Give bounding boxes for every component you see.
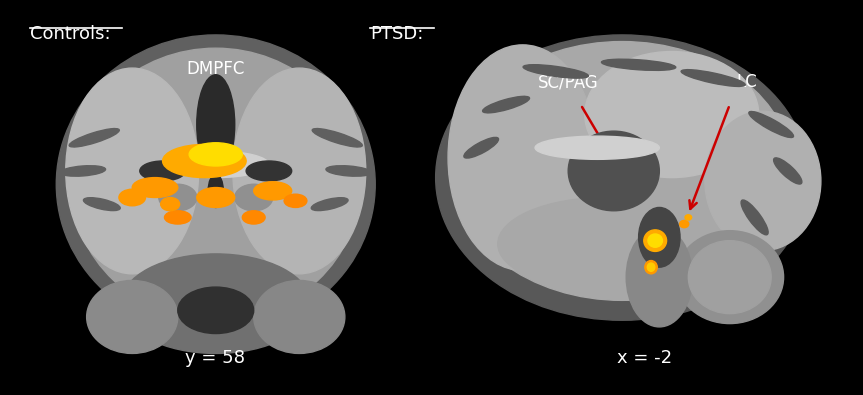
Ellipse shape (165, 211, 191, 224)
Ellipse shape (535, 136, 659, 159)
Ellipse shape (639, 207, 680, 267)
Ellipse shape (568, 131, 659, 211)
Ellipse shape (208, 174, 224, 207)
Ellipse shape (689, 241, 772, 314)
Ellipse shape (676, 231, 784, 324)
Ellipse shape (197, 188, 235, 207)
Ellipse shape (312, 128, 362, 147)
Ellipse shape (647, 263, 655, 271)
Ellipse shape (178, 287, 254, 333)
Ellipse shape (685, 215, 691, 220)
Ellipse shape (284, 194, 307, 207)
Ellipse shape (69, 128, 119, 147)
Ellipse shape (161, 198, 180, 211)
Ellipse shape (523, 65, 589, 78)
Ellipse shape (162, 151, 269, 178)
Ellipse shape (680, 220, 689, 228)
Ellipse shape (644, 230, 666, 252)
Ellipse shape (119, 189, 146, 206)
Ellipse shape (482, 96, 530, 113)
Text: SC/PAG: SC/PAG (538, 73, 599, 91)
Ellipse shape (749, 111, 793, 137)
Ellipse shape (235, 184, 273, 211)
Ellipse shape (140, 161, 186, 181)
Ellipse shape (773, 158, 802, 184)
Ellipse shape (121, 254, 311, 354)
Ellipse shape (464, 137, 499, 158)
Ellipse shape (254, 280, 345, 354)
Ellipse shape (498, 198, 713, 290)
Ellipse shape (246, 161, 292, 181)
Ellipse shape (86, 280, 178, 354)
Ellipse shape (60, 166, 105, 176)
Ellipse shape (84, 198, 120, 211)
Ellipse shape (189, 143, 243, 166)
Ellipse shape (197, 75, 235, 174)
Ellipse shape (436, 35, 809, 320)
Ellipse shape (741, 200, 768, 235)
Ellipse shape (243, 211, 265, 224)
Ellipse shape (233, 68, 366, 274)
Ellipse shape (162, 145, 246, 178)
Ellipse shape (448, 45, 597, 271)
Ellipse shape (132, 178, 178, 198)
Text: DMPFC: DMPFC (186, 60, 245, 78)
Ellipse shape (56, 35, 375, 333)
Ellipse shape (312, 198, 348, 211)
Ellipse shape (72, 48, 360, 320)
Ellipse shape (326, 166, 371, 176)
Ellipse shape (627, 228, 692, 327)
Ellipse shape (705, 111, 821, 250)
Text: PTSD:: PTSD: (370, 25, 424, 43)
Ellipse shape (159, 184, 197, 211)
Ellipse shape (648, 234, 663, 247)
Text: Controls:: Controls: (30, 25, 110, 43)
Ellipse shape (254, 182, 292, 200)
Ellipse shape (66, 68, 198, 274)
Text: LC: LC (736, 73, 757, 91)
Text: x = -2: x = -2 (617, 349, 672, 367)
Ellipse shape (585, 51, 759, 178)
Ellipse shape (602, 59, 676, 70)
Ellipse shape (452, 41, 792, 300)
Ellipse shape (681, 70, 746, 87)
Text: y = 58: y = 58 (185, 349, 245, 367)
Ellipse shape (645, 261, 658, 274)
